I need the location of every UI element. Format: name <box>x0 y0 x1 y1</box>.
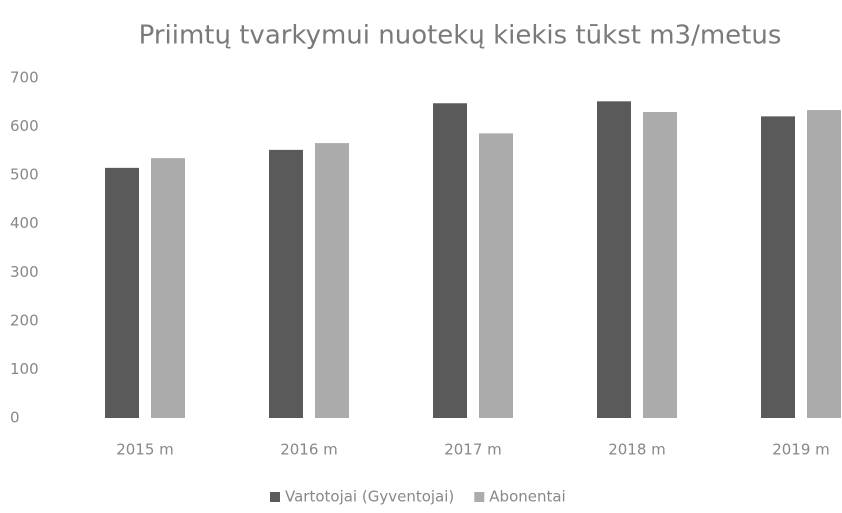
y-tick-label: 300 <box>10 263 39 281</box>
bar <box>479 133 513 418</box>
x-tick-label: 2019 m <box>772 441 830 459</box>
bar <box>807 110 841 419</box>
x-tick-label: 2015 m <box>116 441 174 459</box>
legend-swatch <box>474 492 485 502</box>
y-tick-label: 200 <box>10 311 39 329</box>
legend-label: Abonentai <box>489 488 565 506</box>
legend-label: Vartotojai (Gyventojai) <box>285 488 454 506</box>
bar <box>597 101 631 419</box>
bar <box>761 116 795 418</box>
bar <box>269 149 303 418</box>
y-tick-label: 700 <box>10 69 39 87</box>
bar <box>151 158 185 418</box>
x-tick-label: 2018 m <box>608 441 666 459</box>
x-tick-label: 2017 m <box>444 441 502 459</box>
bar <box>433 103 467 418</box>
bar <box>105 167 139 418</box>
x-tick-label: 2016 m <box>280 441 338 459</box>
bar <box>315 143 349 419</box>
legend-swatch <box>270 492 280 502</box>
y-tick-label: 0 <box>10 409 20 427</box>
y-tick-label: 600 <box>10 117 39 135</box>
y-tick-label: 500 <box>10 166 39 184</box>
y-tick-label: 100 <box>10 360 39 378</box>
chart-title: Priimtų tvarkymui nuotekų kiekis tūkst m… <box>139 21 782 51</box>
y-tick-label: 400 <box>10 214 39 232</box>
bar <box>643 112 677 418</box>
